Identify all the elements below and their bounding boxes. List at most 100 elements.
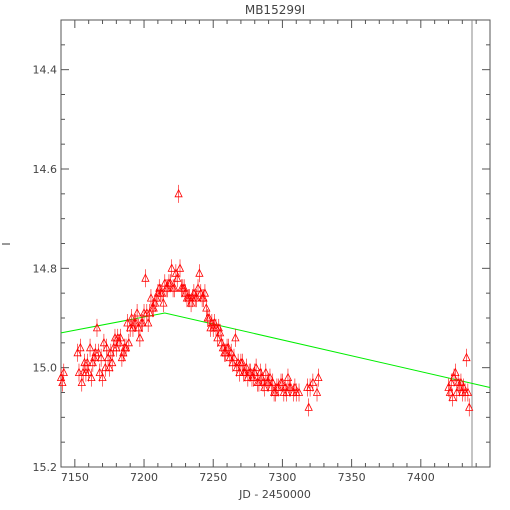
data-point: [268, 377, 277, 387]
data-point: [103, 352, 113, 362]
data-point: [186, 298, 196, 307]
data-point: [215, 328, 225, 337]
data-point: [146, 293, 156, 302]
data-point: [314, 372, 323, 382]
y-axis-label: I: [0, 242, 13, 245]
data-point: [225, 352, 234, 362]
data-point: [90, 352, 99, 362]
data-point: [282, 387, 291, 396]
data-point: [251, 362, 261, 372]
x-tick-label: 7150: [61, 471, 89, 484]
data-point: [231, 333, 240, 342]
data-point: [304, 402, 313, 411]
data-point: [445, 387, 455, 396]
data-point: [202, 303, 211, 312]
chart-title: MB15299I: [245, 3, 305, 17]
data-point: [87, 372, 96, 382]
data-point: [121, 342, 131, 352]
data-point: [462, 352, 471, 362]
x-tick-label: 7300: [268, 471, 296, 484]
x-axis-label: JD - 2450000: [238, 488, 311, 501]
data-point: [95, 367, 104, 377]
data-point: [149, 303, 158, 312]
data-point: [243, 372, 252, 382]
data-point: [157, 288, 167, 297]
data-point: [192, 293, 201, 302]
data-point: [193, 283, 203, 292]
data-point: [117, 352, 127, 362]
data-point: [73, 347, 82, 357]
data-point: [98, 372, 107, 382]
data-point: [128, 323, 138, 332]
data-point: [132, 308, 142, 317]
data-point: [448, 392, 457, 401]
data-point: [283, 372, 293, 382]
data-point: [159, 298, 168, 307]
data-point: [163, 283, 172, 292]
data-point: [174, 188, 183, 198]
data-point: [144, 318, 153, 327]
data-point: [74, 367, 84, 377]
data-point: [312, 387, 322, 396]
data-point: [240, 367, 250, 377]
data-point: [286, 382, 295, 391]
data-point: [124, 337, 133, 347]
data-point: [465, 402, 474, 411]
data-point: [141, 273, 150, 282]
data-point: [58, 377, 67, 387]
data-point: [152, 293, 161, 302]
data-point: [278, 377, 287, 387]
data-point: [101, 362, 110, 372]
data-point: [112, 342, 121, 352]
data-point: [264, 377, 273, 387]
data-point: [452, 387, 461, 396]
data-point: [114, 337, 124, 347]
data-point: [76, 342, 85, 352]
data-point: [221, 347, 230, 357]
data-point: [105, 362, 114, 372]
data-point: [250, 367, 259, 377]
data-point: [260, 382, 269, 391]
data-point: [88, 357, 97, 367]
data-point: [451, 367, 460, 377]
data-point: [232, 362, 241, 372]
data-point: [463, 387, 473, 396]
data-point: [261, 367, 270, 377]
data-point: [271, 387, 280, 396]
data-point: [235, 367, 244, 377]
data-point: [138, 318, 147, 327]
data-point: [92, 323, 102, 332]
data-point: [127, 313, 136, 322]
data-point: [175, 263, 185, 272]
data-point: [449, 372, 459, 382]
data-point: [106, 347, 115, 357]
data-point: [77, 377, 86, 387]
data-point: [228, 357, 237, 367]
data-point: [94, 347, 103, 357]
data-point: [145, 308, 154, 317]
data-point: [274, 382, 283, 391]
axis-ticks: 7150 7200 7250 7300 7350 7400 14.4 14.6 14.8 15.0…: [33, 19, 490, 484]
y-tick-label: 14.6: [33, 163, 58, 176]
data-point: [102, 342, 111, 352]
data-point: [456, 377, 466, 387]
data-point: [173, 273, 182, 282]
data-point: [166, 278, 175, 287]
data-point: [254, 377, 264, 387]
data-point: [224, 342, 233, 352]
x-tick-label: 7350: [338, 471, 366, 484]
data-point: [213, 333, 222, 342]
data-point: [238, 357, 247, 367]
data-point: [195, 268, 204, 277]
data-point: [242, 362, 251, 372]
data-point: [249, 372, 258, 382]
data-point: [229, 352, 239, 362]
model-fit: [60, 312, 491, 388]
y-tick-label: 15.2: [33, 461, 58, 474]
x-tick-label: 7200: [130, 471, 158, 484]
data-point: [294, 387, 304, 396]
y-tick-label: 14.8: [33, 262, 58, 275]
data-point: [119, 347, 128, 357]
data-point: [96, 352, 106, 362]
data-point: [134, 323, 143, 332]
